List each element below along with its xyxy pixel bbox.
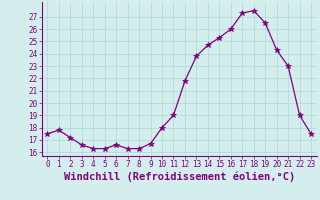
- X-axis label: Windchill (Refroidissement éolien,°C): Windchill (Refroidissement éolien,°C): [64, 172, 295, 182]
